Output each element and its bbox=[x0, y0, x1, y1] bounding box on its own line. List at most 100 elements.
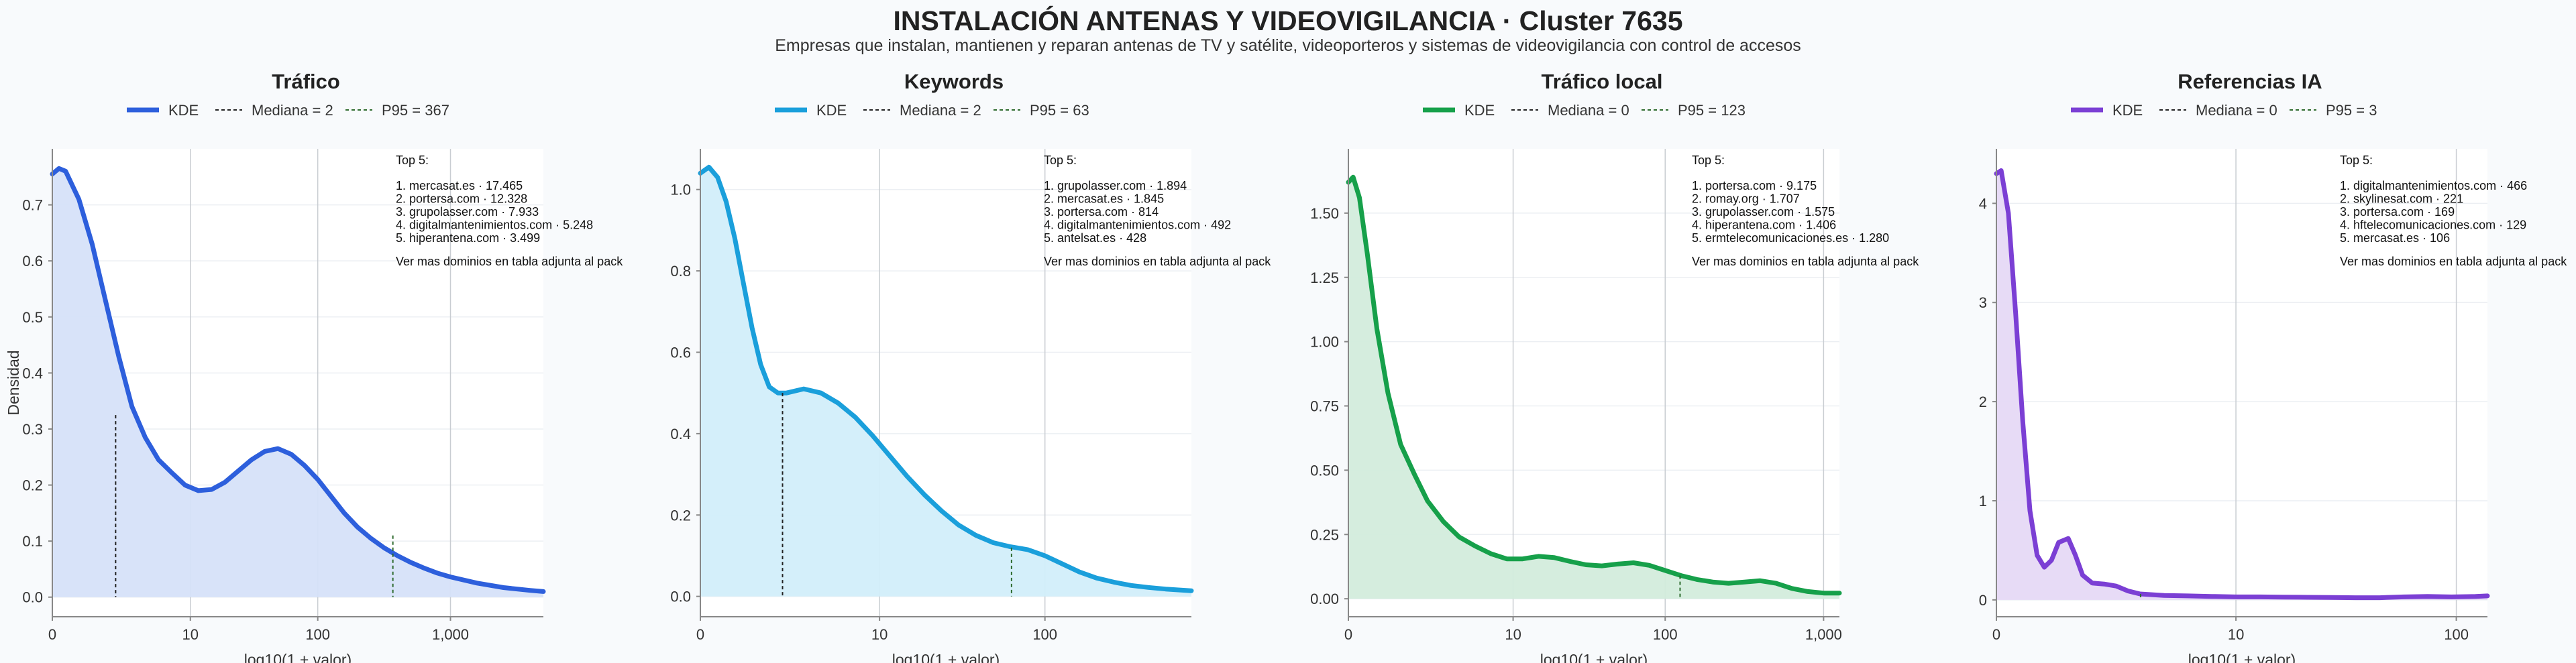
legend: KDE Mediana = 2 P95 = 63 bbox=[775, 102, 1089, 119]
x-axis-label: log10(1 + valor) bbox=[2188, 651, 2296, 663]
top5-item: 1. digitalmantenimientos.com · 466 bbox=[2340, 179, 2527, 192]
kde-area bbox=[52, 168, 543, 597]
y-tick-label: 0.5 bbox=[22, 309, 43, 326]
top5-item: 2. romay.org · 1.707 bbox=[1692, 192, 1800, 206]
top5-item: 2. portersa.com · 12.328 bbox=[396, 192, 527, 206]
top5-item: 2. skylinesat.com · 221 bbox=[2340, 192, 2463, 206]
chart-panel-2: 0.0 0.2 0.4 0.6 0.8 1.0 0 10 100 log10(1 + valor)… bbox=[670, 70, 1271, 663]
chart-panel-1: 0.0 0.1 0.2 0.3 0.4 0.5 0.6 0.7 0 10 100 1,000 log10… bbox=[5, 70, 623, 663]
y-tick-label: 0.4 bbox=[670, 426, 691, 442]
x-tick-label: 100 bbox=[2444, 626, 2469, 643]
y-tick-label: 0.1 bbox=[22, 533, 43, 550]
x-tick-label: 1,000 bbox=[1805, 626, 1842, 643]
top5-header: Top 5: bbox=[396, 154, 429, 167]
x-axis-label: log10(1 + valor) bbox=[1540, 651, 1648, 663]
top5-header: Top 5: bbox=[1044, 154, 1077, 167]
top5-item: 5. hiperantena.com · 3.499 bbox=[396, 231, 540, 245]
chart-title: Tráfico local bbox=[1542, 70, 1663, 93]
top5-note: Ver mas dominios en tabla adjunta al pac… bbox=[1044, 255, 1271, 268]
x-tick-label: 1,000 bbox=[432, 626, 469, 643]
top5-note: Ver mas dominios en tabla adjunta al pac… bbox=[2340, 255, 2567, 268]
top5-item: 3. grupolasser.com · 1.575 bbox=[1692, 205, 1835, 219]
y-tick-label: 0.00 bbox=[1310, 591, 1339, 607]
x-tick-label: 0 bbox=[1992, 626, 2000, 643]
legend-label-kde: KDE bbox=[168, 102, 199, 119]
y-tick-label: 0.8 bbox=[670, 263, 691, 280]
top5-item: 4. hftelecomunicaciones.com · 129 bbox=[2340, 219, 2526, 232]
plot-area bbox=[1996, 149, 2487, 617]
kde-line bbox=[698, 164, 1194, 593]
legend-label-p95: P95 = 3 bbox=[2326, 102, 2377, 119]
x-tick-label: 100 bbox=[1032, 626, 1057, 643]
x-tick-label: 0 bbox=[696, 626, 704, 643]
kde-line bbox=[1346, 174, 1842, 596]
y-tick-label: 0.0 bbox=[22, 589, 43, 606]
top5-item: 1. grupolasser.com · 1.894 bbox=[1044, 179, 1187, 192]
main-title: INSTALACIÓN ANTENAS Y VIDEOVIGILANCIA · … bbox=[893, 5, 1683, 36]
legend-label-median: Mediana = 0 bbox=[1548, 102, 1629, 119]
y-tick-label: 0.6 bbox=[22, 253, 43, 269]
y-tick-label: 0.2 bbox=[670, 507, 691, 524]
y-tick-label: 1.00 bbox=[1310, 334, 1339, 351]
y-tick-label: 1.0 bbox=[670, 182, 691, 198]
x-tick-label: 100 bbox=[305, 626, 330, 643]
x-tick-label: 10 bbox=[871, 626, 888, 643]
kde-area bbox=[1348, 177, 1839, 599]
top5-item: 1. portersa.com · 9.175 bbox=[1692, 179, 1817, 192]
y-tick-label: 0.75 bbox=[1310, 398, 1339, 415]
y-tick-label: 3 bbox=[1979, 294, 1987, 311]
legend-label-median: Mediana = 2 bbox=[900, 102, 981, 119]
top5-item: 2. mercasat.es · 1.845 bbox=[1044, 192, 1164, 206]
legend-label-kde: KDE bbox=[1464, 102, 1495, 119]
legend-label-p95: P95 = 367 bbox=[382, 102, 449, 119]
y-tick-label: 0.3 bbox=[22, 421, 43, 438]
y-tick-label: 4 bbox=[1979, 195, 1987, 212]
top5-annotation: Top 5: 1. digitalmantenimientos.com · 466… bbox=[2340, 154, 2567, 268]
kde-line bbox=[1994, 168, 2490, 601]
legend: KDE Mediana = 0 P95 = 123 bbox=[1423, 102, 1746, 119]
y-tick-label: 0.6 bbox=[670, 344, 691, 361]
y-tick-label: 0.4 bbox=[22, 365, 43, 381]
main-subtitle: Empresas que instalan, mantienen y repar… bbox=[775, 36, 1801, 55]
x-axis-label: log10(1 + valor) bbox=[892, 651, 1000, 663]
chart-title: Referencias IA bbox=[2178, 70, 2322, 93]
top5-note: Ver mas dominios en tabla adjunta al pac… bbox=[396, 255, 623, 268]
x-tick-label: 0 bbox=[1344, 626, 1352, 643]
top5-item: 1. mercasat.es · 17.465 bbox=[396, 179, 523, 192]
y-tick-label: 1.50 bbox=[1310, 205, 1339, 222]
top5-item: 4. digitalmantenimientos.com · 5.248 bbox=[396, 219, 593, 232]
y-tick-label: 0.50 bbox=[1310, 462, 1339, 479]
x-tick-label: 0 bbox=[48, 626, 56, 643]
legend-label-median: Mediana = 0 bbox=[2196, 102, 2277, 119]
kde-area bbox=[700, 167, 1191, 597]
chart-panel-3: 0.00 0.25 0.50 0.75 1.00 1.25 1.50 0 10 100 1,000 l… bbox=[1310, 70, 1919, 663]
kde-line bbox=[50, 166, 546, 594]
top5-header: Top 5: bbox=[1692, 154, 1725, 167]
y-tick-label: 0.0 bbox=[670, 589, 691, 605]
chart-title: Tráfico bbox=[272, 70, 340, 93]
y-tick-label: 2 bbox=[1979, 394, 1987, 410]
y-tick-label: 1 bbox=[1979, 493, 1987, 509]
y-tick-label: 1.25 bbox=[1310, 269, 1339, 286]
y-tick-label: 0 bbox=[1979, 592, 1987, 609]
top5-item: 5. antelsat.es · 428 bbox=[1044, 231, 1146, 245]
top5-item: 4. digitalmantenimientos.com · 492 bbox=[1044, 219, 1231, 232]
x-axis-label: log10(1 + valor) bbox=[244, 651, 352, 663]
top5-item: 3. portersa.com · 814 bbox=[1044, 205, 1159, 219]
top5-item: 4. hiperantena.com · 1.406 bbox=[1692, 219, 1836, 232]
legend-label-p95: P95 = 123 bbox=[1678, 102, 1746, 119]
y-tick-label: 0.25 bbox=[1310, 526, 1339, 543]
top5-note: Ver mas dominios en tabla adjunta al pac… bbox=[1692, 255, 1919, 268]
legend: KDE Mediana = 0 P95 = 3 bbox=[2071, 102, 2377, 119]
legend: KDE Mediana = 2 P95 = 367 bbox=[127, 102, 449, 119]
legend-label-median: Mediana = 2 bbox=[252, 102, 333, 119]
legend-label-p95: P95 = 63 bbox=[1030, 102, 1089, 119]
top5-header: Top 5: bbox=[2340, 154, 2373, 167]
top5-item: 3. grupolasser.com · 7.933 bbox=[396, 205, 539, 219]
top5-item: 5. mercasat.es · 106 bbox=[2340, 231, 2450, 245]
top5-item: 5. ermtelecomunicaciones.es · 1.280 bbox=[1692, 231, 1889, 245]
